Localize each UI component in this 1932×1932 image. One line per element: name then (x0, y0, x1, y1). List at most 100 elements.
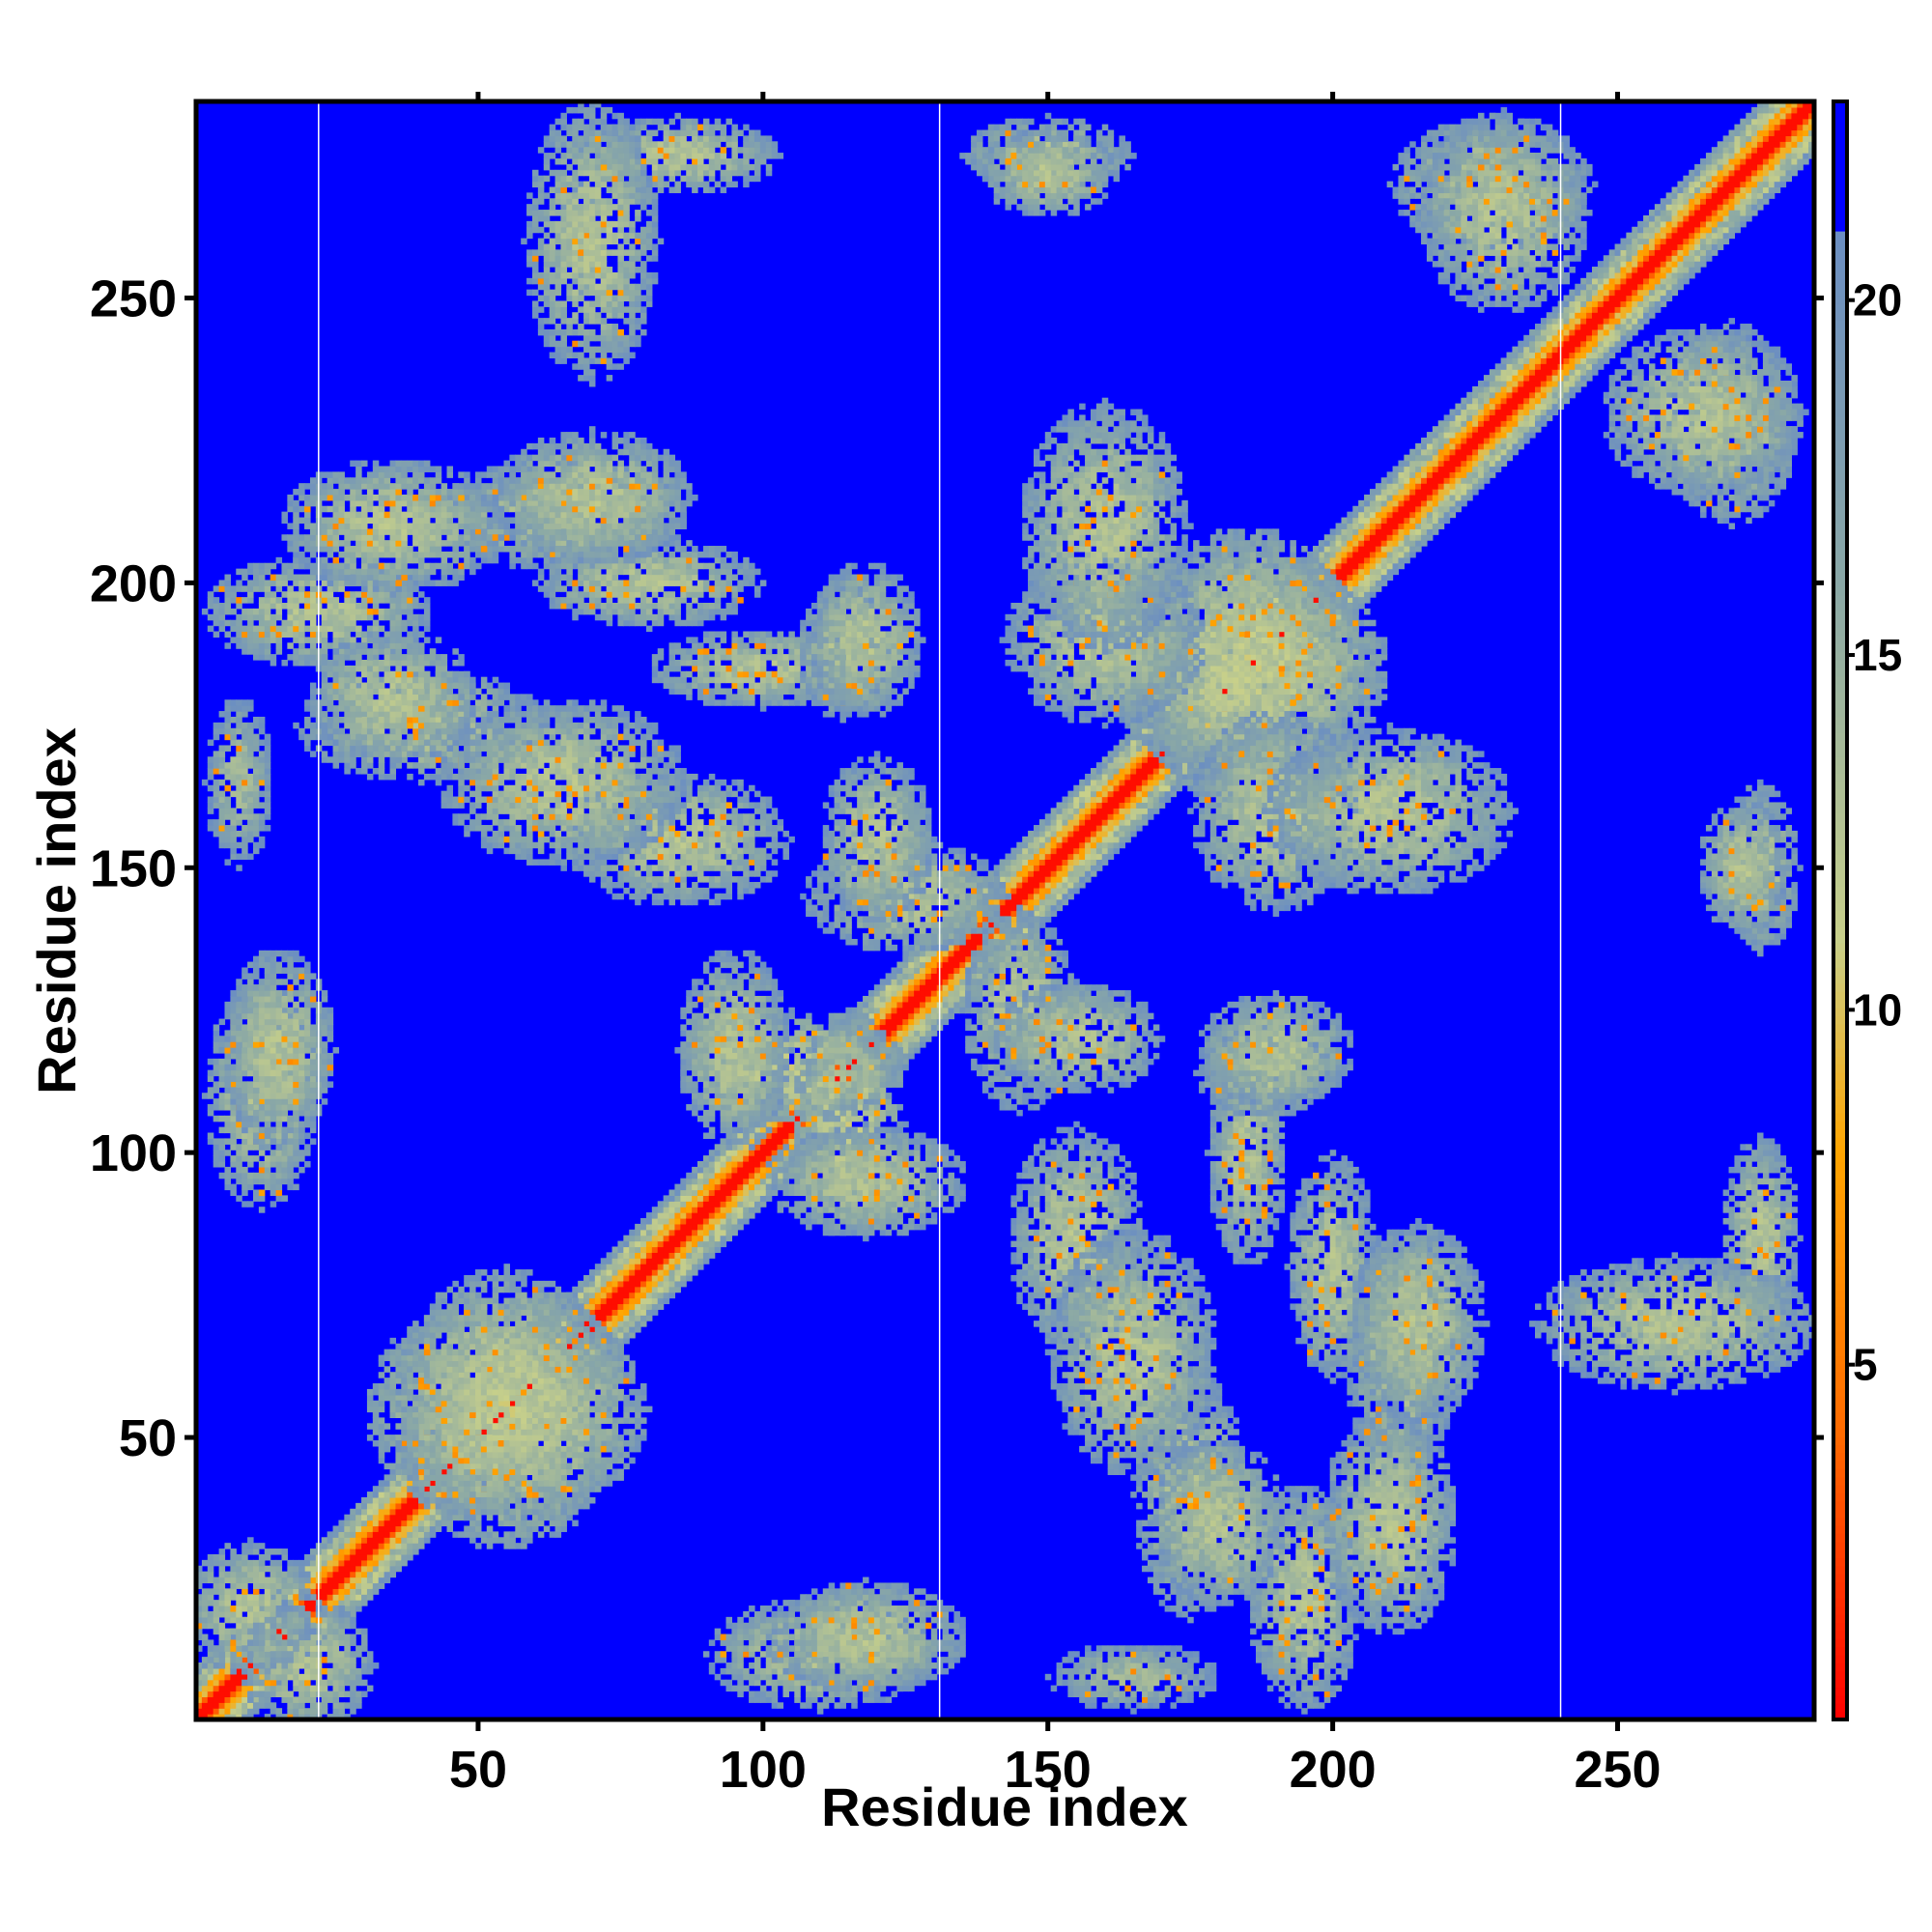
diagonal-cell (731, 1161, 738, 1168)
diagonal-cell (259, 1702, 266, 1709)
diagonal-cell (692, 1264, 698, 1270)
diagonal-cell (1051, 842, 1058, 849)
diagonal-cell (1347, 518, 1353, 525)
heatmap-cells (196, 101, 1815, 1720)
diagonal-cell (1067, 808, 1074, 814)
diagonal-cell (401, 1515, 408, 1521)
diagonal-cell (1666, 255, 1673, 262)
diagonal-cell (350, 1594, 356, 1601)
diagonal-cell (1034, 905, 1040, 912)
diagonal-cell (1364, 569, 1371, 576)
diagonal-cell (333, 1566, 340, 1573)
diagonal-cell (1598, 261, 1605, 268)
diagonal-cell (589, 1293, 596, 1299)
diagonal-cell (1655, 267, 1662, 273)
diagonal-cell (731, 1218, 738, 1225)
diagonal-cell (1057, 831, 1064, 838)
diagonal-cell (1672, 198, 1679, 205)
diagonal-cell (1580, 369, 1587, 376)
diagonal-cell (441, 1468, 448, 1475)
diagonal-cell (1028, 848, 1035, 855)
diagonal-cell (1341, 546, 1348, 553)
diagonal-cell (1114, 831, 1121, 838)
diagonal-cell (281, 1634, 288, 1641)
diagonal-cell (1444, 495, 1451, 501)
diagonal-cell (1455, 449, 1462, 456)
diagonal-cell (612, 1275, 619, 1282)
diagonal-cell (1421, 443, 1428, 450)
diagonal-cell (1649, 296, 1656, 302)
diagonal-cell (1490, 471, 1496, 478)
diagonal-cell (1262, 683, 1268, 690)
diagonal-cell (1643, 249, 1650, 256)
diagonal-cell (664, 1201, 670, 1208)
diagonal-cell (652, 1281, 659, 1288)
diagonal-cell (1381, 546, 1388, 553)
diagonal-cell (304, 1651, 311, 1658)
diagonal-cell (350, 1577, 356, 1584)
diagonal-cell (390, 1566, 397, 1573)
diagonal-cell (1136, 785, 1143, 792)
diagonal-cell (1586, 284, 1593, 291)
diagonal-cell (1352, 546, 1359, 553)
diagonal-cell (333, 1594, 340, 1601)
diagonal-cell (697, 1167, 704, 1174)
diagonal-cell (1165, 705, 1172, 712)
diagonal-cell (1398, 471, 1405, 478)
diagonal-cell (1580, 353, 1587, 359)
diagonal-cell (782, 1173, 789, 1179)
diagonal-cell (1694, 215, 1701, 222)
diagonal-cell (1039, 899, 1046, 906)
diagonal-cell (914, 1008, 921, 1014)
diagonal-cell (1478, 381, 1485, 387)
diagonal-cell (1358, 580, 1365, 586)
diagonal-cell (373, 1566, 380, 1573)
diagonal-cell (697, 1212, 704, 1219)
diagonal-cell (1706, 221, 1713, 228)
diagonal-cell (760, 1144, 767, 1151)
diagonal-cell (1438, 471, 1445, 478)
diagonal-cell (1450, 512, 1457, 519)
diagonal-cell (601, 1293, 608, 1299)
diagonal-cell (640, 1246, 647, 1253)
diagonal-cell (692, 1167, 698, 1174)
diagonal-cell (669, 1293, 676, 1299)
diagonal-cell (640, 1224, 647, 1231)
diagonal-cell (749, 1133, 755, 1140)
diagonal-cell (1461, 449, 1467, 456)
diagonal-cell (1376, 557, 1382, 564)
diagonal-cell (1609, 296, 1616, 302)
diagonal-cell (1370, 580, 1377, 586)
diagonal-cell (1472, 483, 1479, 490)
diagonal-cell (646, 1287, 653, 1293)
diagonal-cell (1387, 528, 1394, 535)
diagonal-cell (1433, 455, 1439, 462)
diagonal-cell (1079, 865, 1086, 871)
diagonal-cell (1683, 267, 1690, 273)
diagonal-cell (874, 984, 881, 990)
diagonal-cell (1523, 369, 1530, 376)
diagonal-cell (1039, 819, 1046, 826)
diagonal-cell (1181, 768, 1188, 775)
diagonal-cell (589, 1287, 596, 1293)
diagonal-cell (1598, 357, 1605, 364)
diagonal-cell (601, 1315, 608, 1321)
diagonal-cell (1609, 312, 1616, 319)
diagonal-cell (1404, 477, 1410, 484)
diagonal-cell (1136, 780, 1143, 786)
diagonal-cell (1427, 461, 1434, 468)
diagonal-cell (674, 1230, 681, 1236)
diagonal-cell (1672, 215, 1679, 222)
diagonal-cell (1079, 837, 1086, 843)
diagonal-cell (1637, 284, 1644, 291)
diagonal-cell (914, 1030, 921, 1037)
diagonal-cell (1518, 414, 1524, 421)
diagonal-cell (1438, 518, 1445, 525)
diagonal-cell (242, 1686, 248, 1692)
diagonal-cell (1341, 534, 1348, 541)
diagonal-cell (253, 1668, 260, 1675)
diagonal-cell (1523, 363, 1530, 370)
diagonal-cell (1313, 597, 1320, 604)
diagonal-cell (1547, 329, 1553, 336)
diagonal-cell (1404, 540, 1410, 547)
